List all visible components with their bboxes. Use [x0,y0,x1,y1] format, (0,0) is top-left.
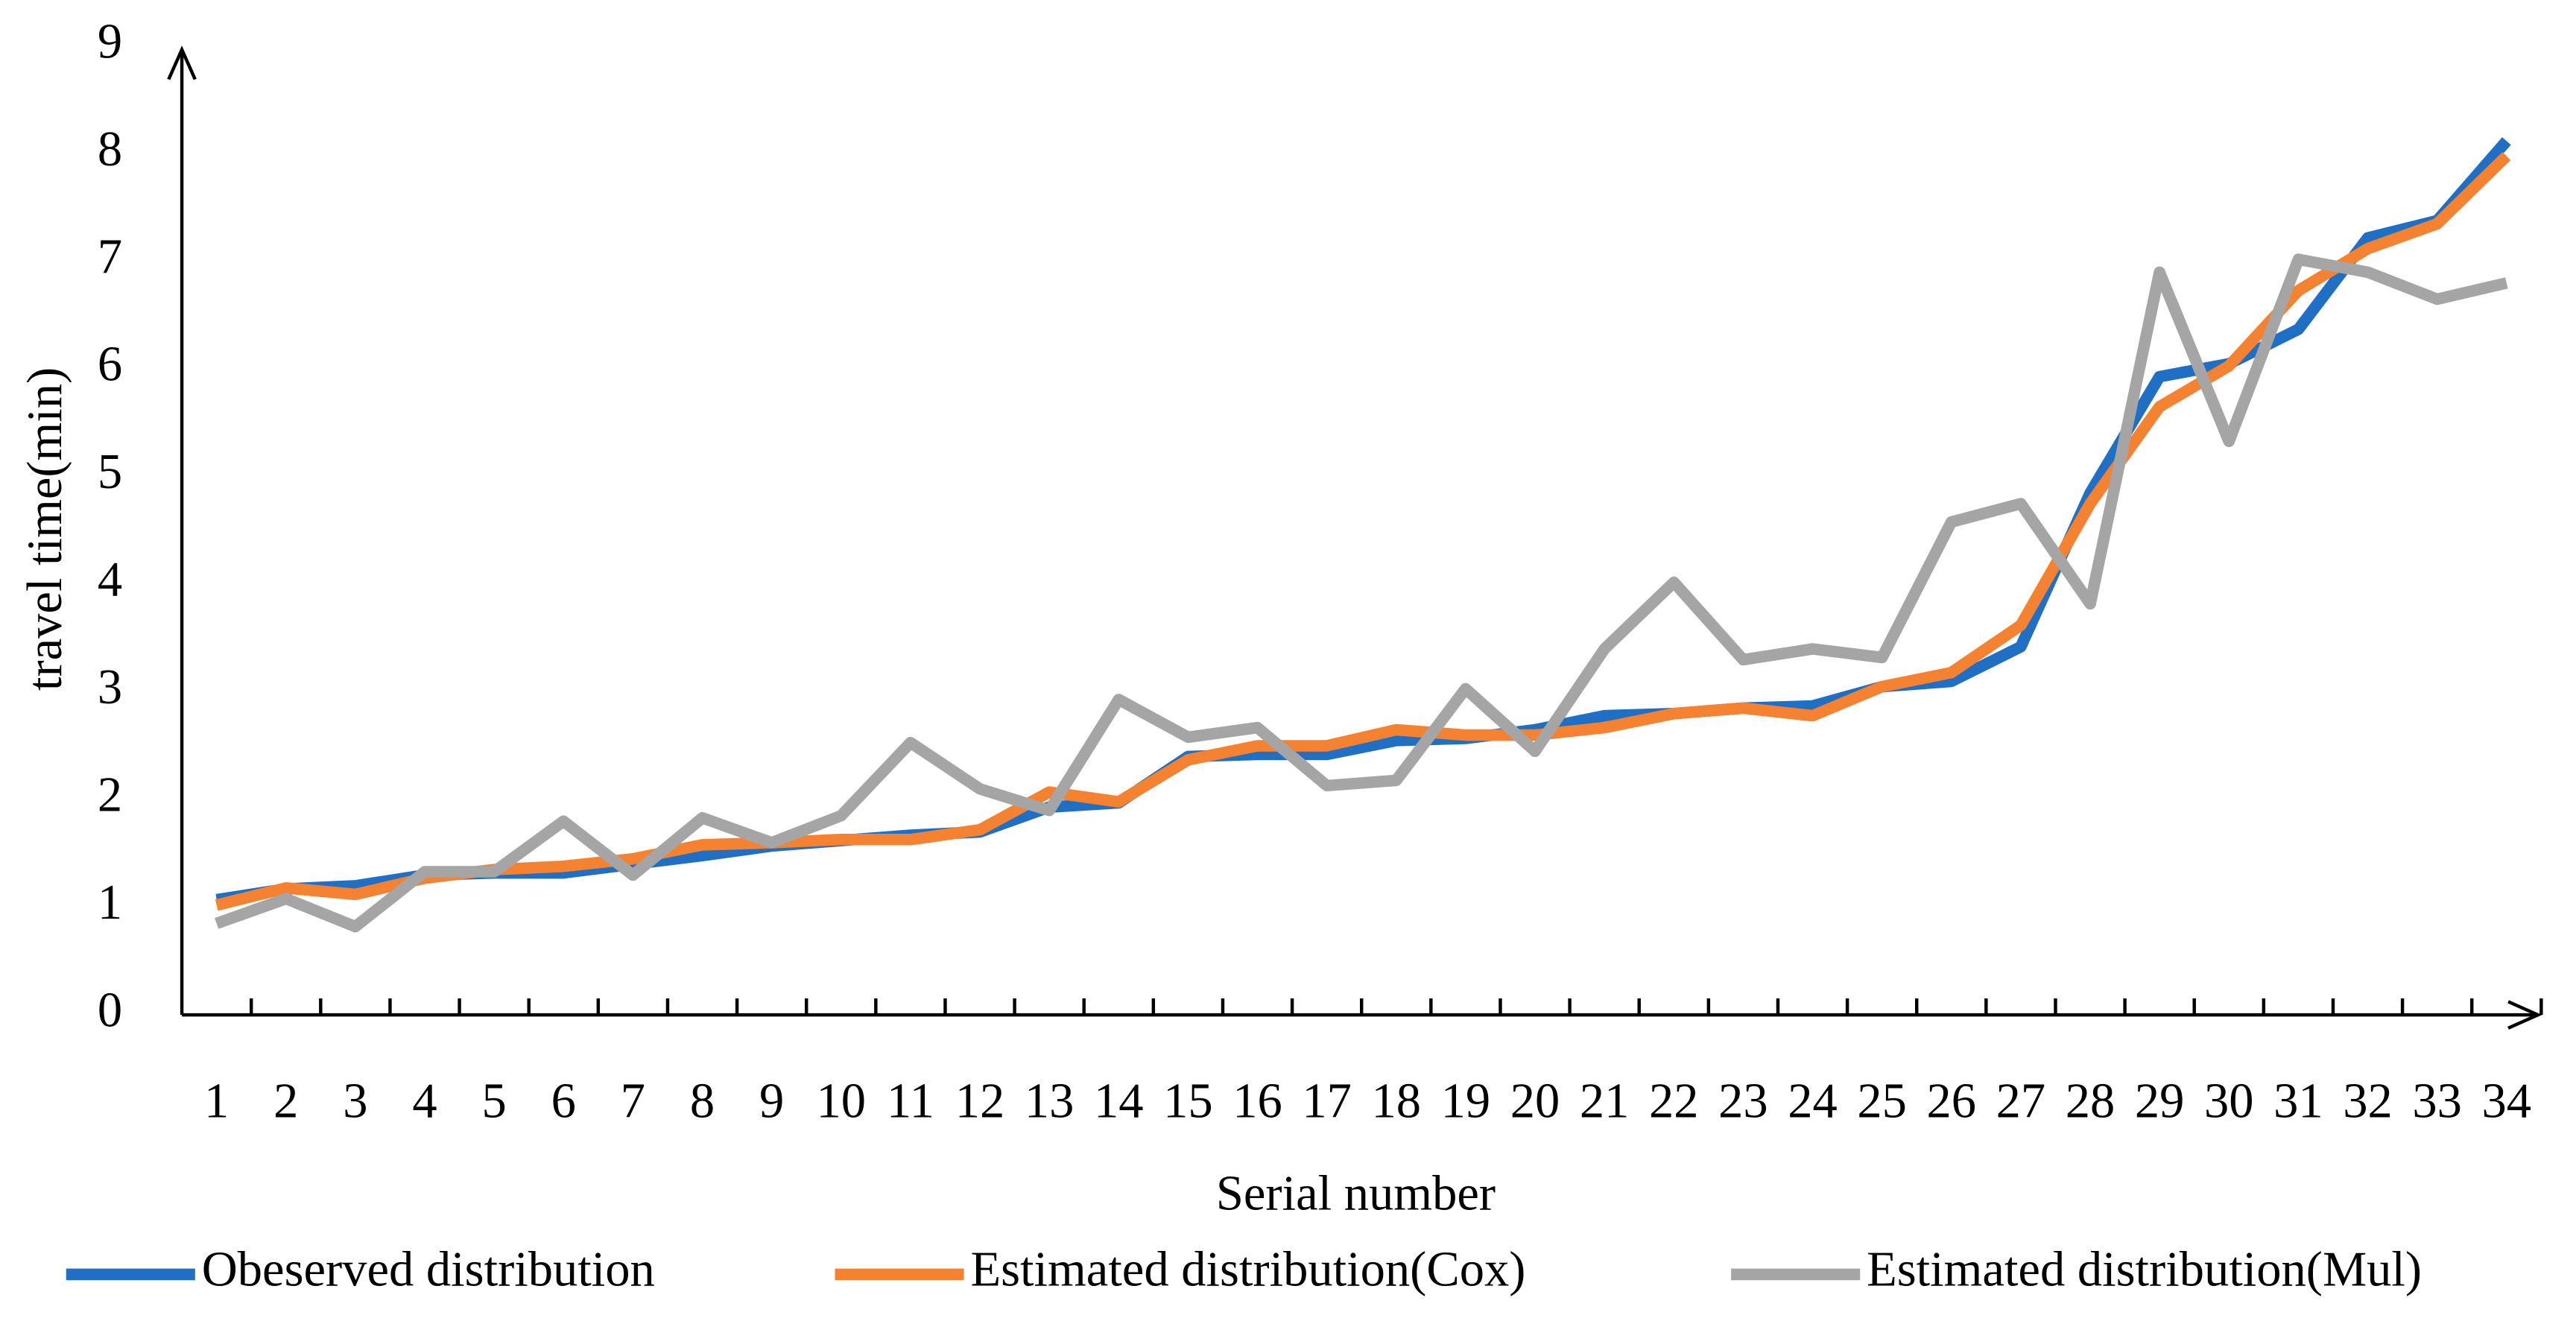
y-axis-arrow [167,45,197,80]
x-tick-label: 33 [2412,1074,2462,1128]
legend-label: Estimated distribution(Mul) [1867,1243,2422,1297]
x-tick-label: 27 [1996,1074,2046,1128]
x-tick-label: 19 [1441,1074,1491,1128]
x-tick-label: 30 [2204,1074,2254,1128]
legend-label: Obeserved distribution [202,1243,655,1297]
x-tick-label: 25 [1857,1074,1907,1128]
y-tick-label: 6 [98,338,122,392]
x-tick-label: 34 [2482,1074,2532,1128]
y-tick-label: 4 [98,553,122,607]
x-tick-label: 20 [1510,1074,1560,1128]
x-tick-label: 9 [759,1074,784,1128]
x-tick-label: 4 [412,1074,437,1128]
x-tick-label: 31 [2273,1074,2323,1128]
x-tick-label: 3 [343,1074,367,1128]
x-tick-label: 18 [1372,1074,1422,1128]
y-tick-label: 7 [98,229,122,284]
x-tick-label: 14 [1094,1074,1144,1128]
y-tick-label: 8 [98,122,122,177]
x-axis-label: Serial number [1216,1167,1496,1221]
x-tick-label: 6 [551,1074,576,1128]
x-tick-label: 12 [955,1074,1005,1128]
x-tick-label: 1 [204,1074,229,1128]
x-tick-label: 13 [1025,1074,1075,1128]
x-tick-label: 32 [2343,1074,2393,1128]
x-tick-label: 7 [621,1074,645,1128]
legend-label: Estimated distribution(Cox) [970,1243,1525,1297]
y-tick-label: 2 [98,768,122,823]
y-tick-label: 5 [98,445,122,499]
y-tick-label: 3 [98,660,122,715]
x-tick-label: 22 [1649,1074,1699,1128]
x-tick-label: 2 [273,1074,298,1128]
x-tick-label: 26 [1927,1074,1977,1128]
x-tick-label: 29 [2135,1074,2185,1128]
y-axis-label: travel time(min) [18,367,72,691]
x-tick-label: 5 [482,1074,507,1128]
y-tick-label: 0 [98,983,122,1037]
x-tick-label: 23 [1718,1074,1768,1128]
x-tick-label: 16 [1232,1074,1282,1128]
x-tick-label: 24 [1788,1074,1838,1128]
x-tick-label: 21 [1580,1074,1630,1128]
x-tick-label: 8 [690,1074,715,1128]
x-tick-label: 28 [2066,1074,2115,1128]
x-tick-label: 10 [816,1074,866,1128]
y-tick-label: 1 [98,875,122,930]
series-line [215,253,2508,933]
x-tick-label: 15 [1163,1074,1213,1128]
y-tick-label: 9 [98,14,122,69]
x-tick-label: 17 [1302,1074,1352,1128]
x-tick-label: 11 [887,1074,934,1128]
x-axis-arrow [2507,1000,2542,1030]
